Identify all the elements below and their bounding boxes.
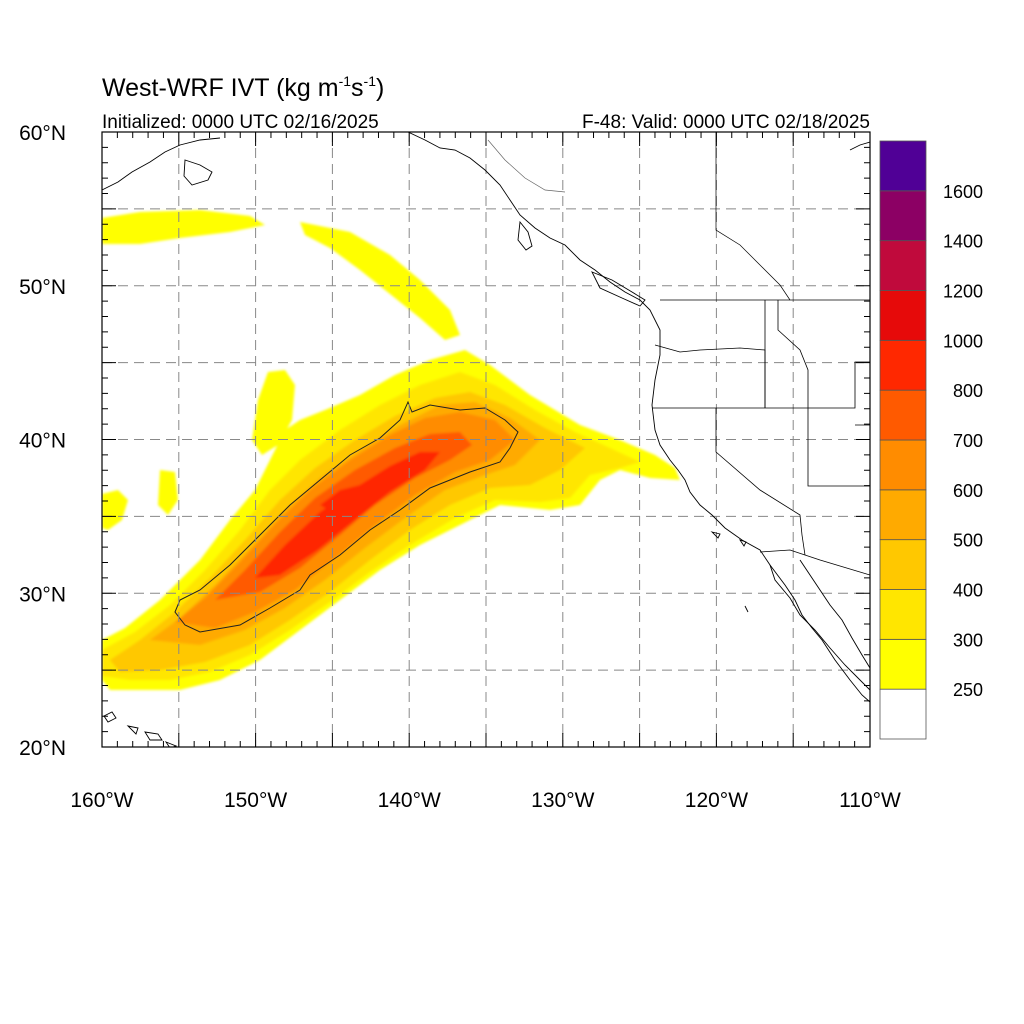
border-bc-ab: [715, 132, 791, 301]
colorbar-label: 600: [953, 481, 983, 501]
colorbar-label: 500: [953, 531, 983, 551]
colorbar-swatch: [879, 589, 927, 640]
colorbar-swatch: [879, 638, 927, 690]
axis-ticks: 160°W 150°W 140°W 130°W 120°W 110°W 60°N 50°N 40…: [19, 122, 901, 812]
map-gridlines: [102, 132, 870, 747]
colorbar-label: 800: [953, 381, 983, 401]
border-nv-ut: [807, 408, 870, 487]
figure-title: West-WRF IVT (kg m-1s-1): [102, 73, 384, 102]
colorbar-swatch: [879, 290, 927, 341]
haida-gwaii: [517, 220, 533, 251]
init-time-label: Initialized: 0000 UTC 02/16/2025: [102, 112, 379, 133]
border-id: [764, 300, 809, 408]
colorbar-swatch: [879, 389, 927, 441]
colorbar-label: 1400: [943, 232, 983, 252]
colorbar-label: 1600: [943, 182, 983, 202]
x-tick-label: 150°W: [224, 789, 287, 812]
y-tick-label: 20°N: [19, 737, 66, 760]
alaska-coast: [102, 137, 221, 191]
ivt-shading: [102, 210, 680, 690]
west-coastline: [407, 132, 870, 691]
colorbar-swatch: [879, 489, 927, 541]
ivt-band-800: [255, 452, 440, 578]
border-ca-nv: [715, 408, 806, 556]
alaska-islands: [183, 159, 213, 186]
x-tick-label: 130°W: [531, 789, 594, 812]
coastline-borders: [102, 132, 870, 747]
y-tick-label: 50°N: [19, 276, 66, 299]
border-mt-wy: [808, 361, 870, 426]
baja-coast: [769, 564, 870, 703]
colorbar-label: 300: [953, 630, 983, 650]
x-tick-label: 110°W: [839, 789, 901, 812]
x-tick-label: 120°W: [685, 789, 748, 812]
political-borders: [487, 132, 870, 576]
colorbar-swatch: [879, 539, 927, 590]
x-tick-label: 160°W: [70, 789, 133, 812]
map-panel: 160°W 150°W 140°W 130°W 120°W 110°W 60°N 50°N 40…: [19, 122, 901, 812]
coast-top-right: [849, 141, 870, 151]
gulf-coast: [799, 559, 870, 669]
colorbar-label: 1000: [943, 331, 983, 351]
border-alaska-canada: [487, 139, 566, 193]
y-tick-label: 60°N: [19, 122, 66, 145]
ivt-band-250: [252, 370, 295, 455]
colorbar-swatch: [879, 688, 927, 740]
ivt-band-250: [300, 222, 460, 340]
valid-time-label: F-48: Valid: 0000 UTC 02/18/2025: [582, 112, 870, 133]
ivt-contour-outline: [174, 400, 519, 633]
x-tick-label: 140°W: [378, 789, 441, 812]
ivt-band-250: [102, 210, 265, 244]
vancouver-island: [591, 271, 646, 307]
y-tick-label: 30°N: [19, 583, 66, 606]
colorbar-swatch: [879, 339, 927, 391]
colorbar-label: 250: [953, 680, 983, 700]
colorbar-swatch: [879, 140, 927, 192]
y-tick-label: 40°N: [19, 430, 66, 453]
ivt-band-250: [102, 490, 128, 530]
colorbar-label: 400: [953, 581, 983, 601]
channel-islands: [710, 531, 749, 613]
colorbar-swatch: [879, 190, 927, 242]
border-usa-mexico: [759, 549, 870, 576]
hawaii-islands: [103, 711, 178, 747]
ivt-band-800: [320, 485, 360, 512]
colorbar-label: 1200: [943, 282, 983, 302]
ivt-band-250: [158, 470, 178, 515]
colorbar-swatch: [879, 439, 927, 491]
ivt-colorbar: 250 300 400 500 600 700 800 1000 1200 1400 1600: [879, 140, 983, 740]
colorbar-swatch: [879, 240, 927, 291]
colorbar-label: 700: [953, 431, 983, 451]
